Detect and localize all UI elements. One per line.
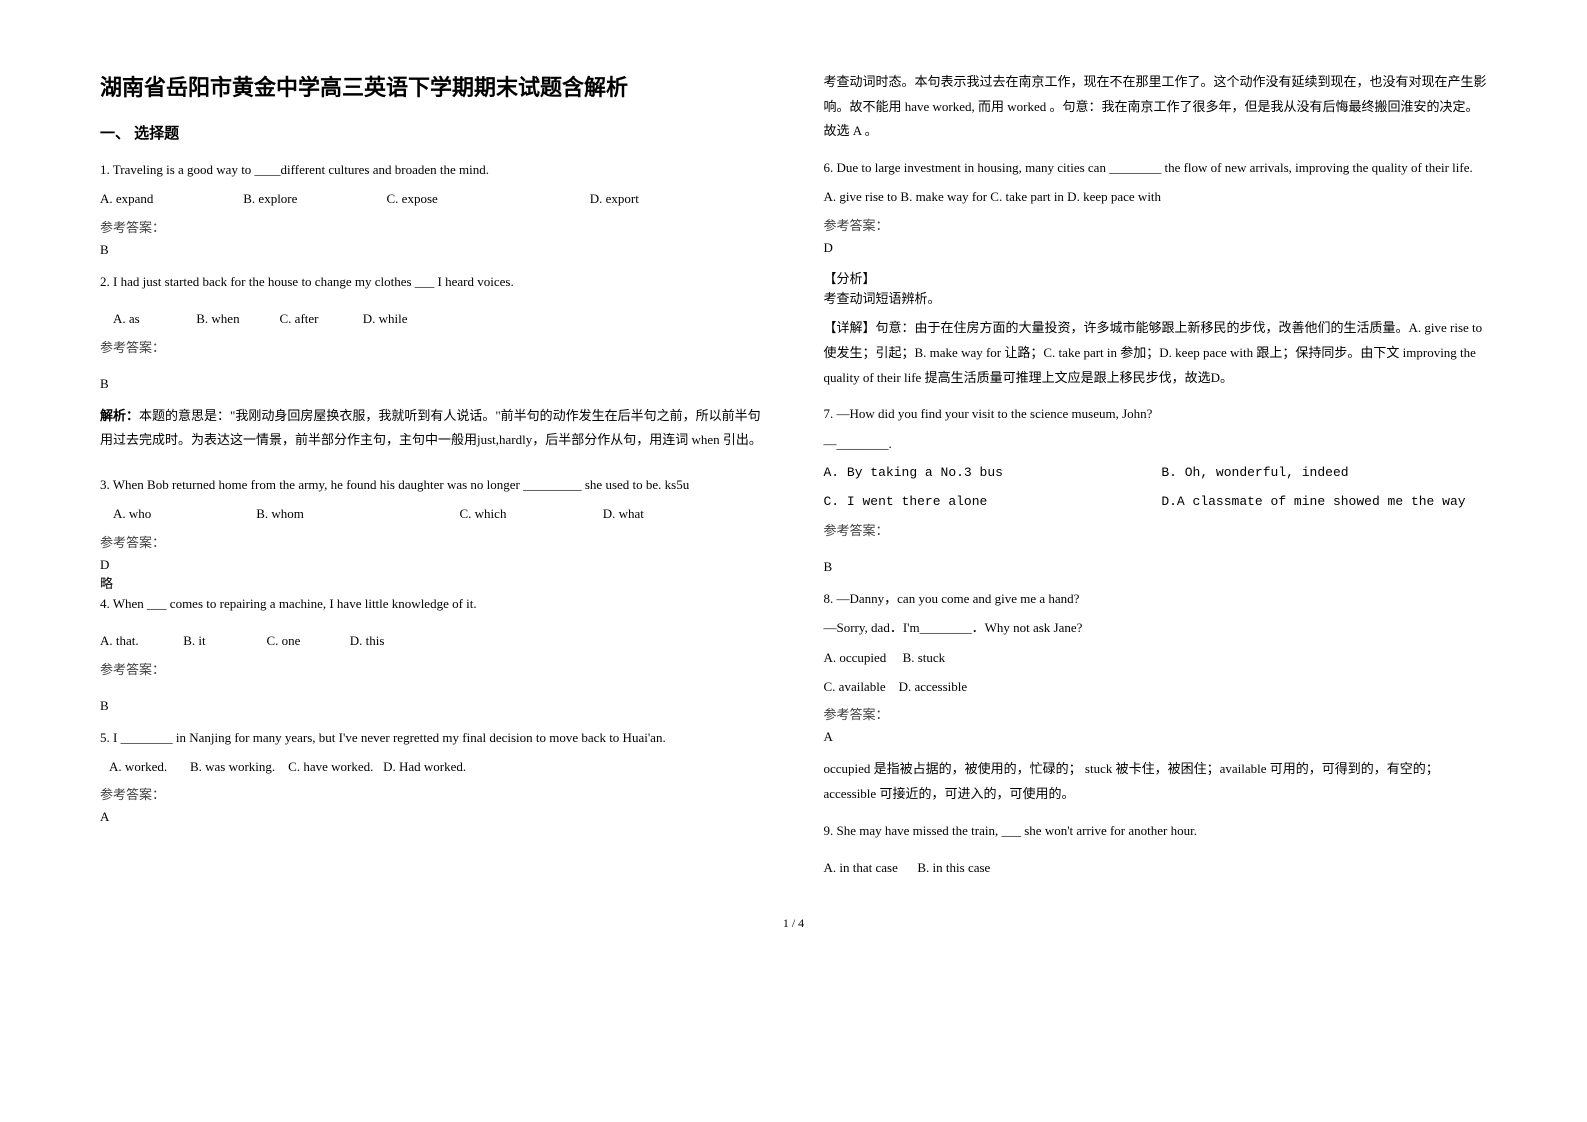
q2-text: 2. I had just started back for the house… [100,270,764,293]
q5-optB: B. was working. [190,759,275,774]
q8-optC: C. available [824,679,886,694]
q3-optD: D. what [603,506,644,521]
q7-optB: B. Oh, wonderful, indeed [1161,465,1348,480]
q1-optD: D. export [590,191,639,206]
q5-answer-label: 参考答案： [100,784,764,803]
q3-optA: A. who [113,502,253,525]
q7-text: 7. —How did you find your visit to the s… [824,402,1488,425]
q7-options-2: C. I went there alone D.A classmate of m… [824,490,1488,513]
q9-options: A. in that case B. in this case [824,856,1488,879]
q7-optD: D.A classmate of mine showed me the way [1161,494,1465,509]
q6-answer: D [824,240,1488,256]
q4-optB: B. it [183,629,263,652]
q9-optB: B. in this case [917,860,990,875]
right-column: 考查动词时态。本句表示我过去在南京工作，现在不在那里工作了。这个动作没有延续到现… [824,70,1488,886]
q3-optB: B. whom [256,502,456,525]
q6-text: 6. Due to large investment in housing, m… [824,156,1488,179]
q5-options: A. worked. B. was working. C. have worke… [100,755,764,778]
q1-optC: C. expose [387,187,587,210]
q6-fenxi: 考查动词短语辨析。 [824,287,1488,310]
q8-options-1: A. occupied B. stuck [824,646,1488,669]
q6-answer-label: 参考答案： [824,215,1488,234]
q4-options: A. that. B. it C. one D. this [100,629,764,652]
q3-answer-label: 参考答案： [100,532,764,551]
q3-options: A. who B. whom C. which D. what [100,502,764,525]
left-column: 湖南省岳阳市黄金中学高三英语下学期期末试题含解析 一、 选择题 1. Trave… [100,70,764,886]
q8-answer: A [824,729,1488,745]
q4-answer: B [100,698,764,714]
q8-analysis: occupied 是指被占据的，被使用的，忙碌的； stuck 被卡住，被困住；… [824,757,1488,806]
q2-answer: B [100,376,764,392]
q8-optD: D. accessible [899,679,968,694]
q2-optD: D. while [363,311,408,326]
q7-answer-label: 参考答案： [824,520,1488,539]
q2-analysis-label: 解析： [100,408,139,423]
q3-analysis: 略 [100,573,764,592]
q3-text: 3. When Bob returned home from the army,… [100,473,764,496]
main-title: 湖南省岳阳市黄金中学高三英语下学期期末试题含解析 [100,70,764,102]
q9-text: 9. She may have missed the train, ___ sh… [824,819,1488,842]
q5-answer: A [100,809,764,825]
q7-answer: B [824,559,1488,575]
q8-answer-label: 参考答案： [824,704,1488,723]
q6-options: A. give rise to B. make way for C. take … [824,185,1488,208]
q5-optD: D. Had worked. [383,759,466,774]
q1-answer: B [100,242,764,258]
q8-text: 8. —Danny，can you come and give me a han… [824,587,1488,610]
q5-optC: C. have worked. [288,759,373,774]
q6-xiangjie-label: 【详解】 [824,320,876,335]
q8-optA: A. occupied [824,650,887,665]
q6-fenxi-label: 【分析】 [824,268,1488,287]
q1-optB: B. explore [243,187,383,210]
q2-options: A. as B. when C. after D. while [100,307,764,330]
q2-analysis: 解析：本题的意思是："我刚动身回房屋换衣服，我就听到有人说话。"前半句的动作发生… [100,404,764,453]
q2-optA: A. as [113,307,193,330]
q5-analysis: 考查动词时态。本句表示我过去在南京工作，现在不在那里工作了。这个动作没有延续到现… [824,70,1488,144]
q3-optC: C. which [460,502,600,525]
q2-optC: C. after [280,307,360,330]
page-number: 1 / 4 [100,916,1487,931]
q4-text: 4. When ___ comes to repairing a machine… [100,592,764,615]
q4-optC: C. one [267,629,347,652]
q4-optA: A. that. [100,629,180,652]
section-heading: 一、 选择题 [100,122,764,143]
q8-options-2: C. available D. accessible [824,675,1488,698]
q7-optA: A. By taking a No.3 bus [824,461,1154,484]
q4-optD: D. this [350,633,385,648]
q8-optB: B. stuck [903,650,946,665]
q2-optB: B. when [196,307,276,330]
q1-options: A. expand B. explore C. expose D. export [100,187,764,210]
q1-answer-label: 参考答案： [100,217,764,236]
q7-text2: —________. [824,432,1488,455]
q2-answer-label: 参考答案： [100,337,764,356]
q1-optA: A. expand [100,187,240,210]
q3-answer: D [100,557,764,573]
q7-optC: C. I went there alone [824,490,1154,513]
q6-xiangjie: 【详解】句意：由于在住房方面的大量投资，许多城市能够跟上新移民的步伐，改善他们的… [824,316,1488,390]
q2-analysis-text: 本题的意思是："我刚动身回房屋换衣服，我就听到有人说话。"前半句的动作发生在后半… [100,408,762,448]
q9-optA: A. in that case [824,860,898,875]
q7-options-1: A. By taking a No.3 bus B. Oh, wonderful… [824,461,1488,484]
q6-xiangjie-text: 句意：由于在住房方面的大量投资，许多城市能够跟上新移民的步伐，改善他们的生活质量… [824,320,1483,384]
q1-text: 1. Traveling is a good way to ____differ… [100,158,764,181]
q4-answer-label: 参考答案： [100,659,764,678]
q8-text2: —Sorry, dad．I'm________．Why not ask Jane… [824,616,1488,639]
q5-optA: A. worked. [109,759,167,774]
q5-text: 5. I ________ in Nanjing for many years,… [100,726,764,749]
